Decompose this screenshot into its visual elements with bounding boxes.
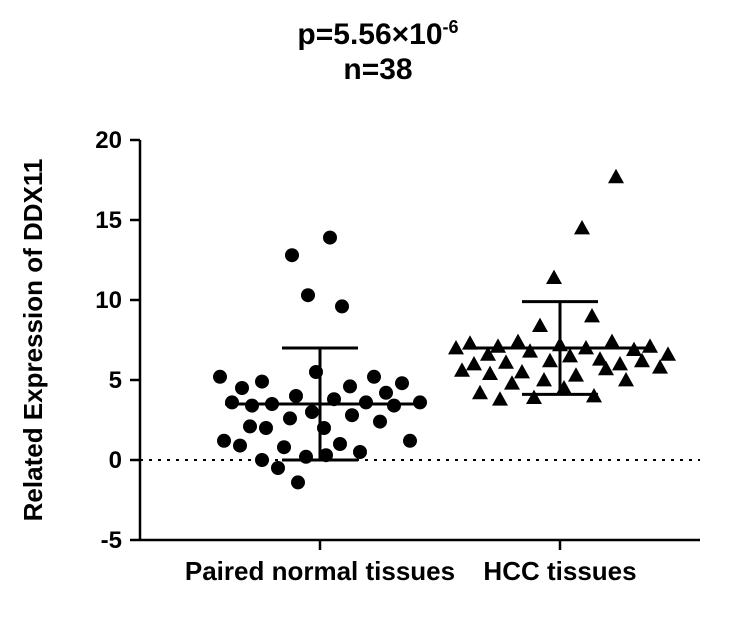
svg-text:15: 15	[95, 207, 122, 234]
svg-text:5: 5	[109, 367, 122, 394]
svg-text:0: 0	[109, 447, 122, 474]
title-p-prefix: p=5.56×10	[297, 18, 442, 51]
title-p-value: p=5.56×10-6	[0, 18, 756, 51]
category-label-paired-normal: Paired normal tissues	[180, 556, 460, 587]
svg-text:10: 10	[95, 287, 122, 314]
chart-container: p=5.56×10-6 n=38 Related Expression of D…	[0, 0, 756, 632]
svg-text:-5: -5	[101, 527, 122, 554]
title-p-exp: -6	[443, 17, 459, 37]
category-label-hcc: HCC tissues	[420, 556, 700, 587]
title-n-value: n=38	[0, 53, 756, 86]
plot-area: -505101520	[140, 140, 700, 540]
chart-title: p=5.56×10-6 n=38	[0, 18, 756, 86]
y-axis-label: Related Expression of DDX11	[18, 140, 48, 540]
svg-text:20: 20	[95, 127, 122, 154]
